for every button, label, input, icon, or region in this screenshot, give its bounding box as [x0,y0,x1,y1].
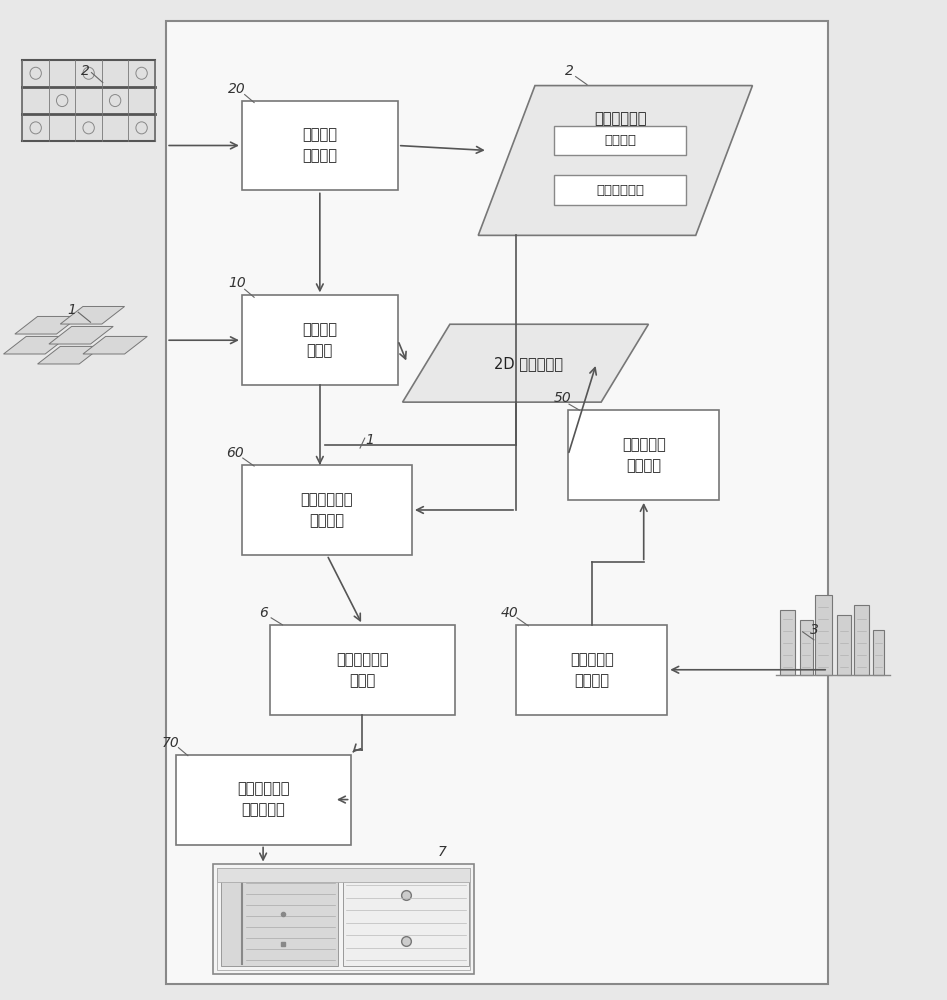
Text: 部件一览数据: 部件一览数据 [594,111,646,126]
FancyBboxPatch shape [217,868,470,882]
Polygon shape [402,324,649,402]
Text: 部件信息
处理步骤: 部件信息 处理步骤 [302,127,337,163]
Text: 2D 结构图数据: 2D 结构图数据 [493,356,563,371]
FancyBboxPatch shape [166,21,828,984]
Text: 倾斜部信息
抄取步骤: 倾斜部信息 抄取步骤 [570,652,614,688]
Polygon shape [83,336,148,354]
FancyBboxPatch shape [568,410,720,500]
FancyBboxPatch shape [814,595,831,675]
FancyBboxPatch shape [554,175,687,205]
Polygon shape [38,346,102,364]
Text: 70: 70 [162,736,180,750]
FancyBboxPatch shape [213,864,474,974]
FancyBboxPatch shape [799,620,813,675]
Text: 钉筋布置信息
处理步骤: 钉筋布置信息 处理步骤 [301,492,353,528]
FancyBboxPatch shape [270,625,455,715]
Text: 1: 1 [67,303,76,317]
Text: 7: 7 [438,845,447,859]
Text: 2: 2 [564,64,574,78]
FancyBboxPatch shape [780,610,795,675]
Text: 50: 50 [553,391,571,405]
Text: 鑉筋布置施工
图数据: 鑉筋布置施工 图数据 [336,652,388,688]
Text: 鑉筋布置施工
图生成步骤: 鑉筋布置施工 图生成步骤 [237,782,290,818]
Text: 60: 60 [226,446,244,460]
Text: 截面信息: 截面信息 [604,134,636,147]
FancyBboxPatch shape [241,101,398,190]
Text: 20: 20 [228,82,246,96]
FancyBboxPatch shape [241,465,412,555]
Text: 结构图处
理步骤: 结构图处 理步骤 [302,322,337,358]
FancyBboxPatch shape [221,872,338,966]
FancyBboxPatch shape [516,625,668,715]
FancyBboxPatch shape [23,60,154,141]
Text: 40: 40 [501,606,518,620]
Polygon shape [61,306,125,324]
Text: 2: 2 [81,64,90,78]
Text: 10: 10 [228,276,246,290]
Text: 倾斜部信息
匹配步骤: 倾斜部信息 匹配步骤 [622,437,666,473]
Polygon shape [4,336,68,354]
FancyBboxPatch shape [241,295,398,385]
FancyBboxPatch shape [853,605,868,675]
Text: 1: 1 [365,433,374,447]
Text: 钉筋布置信息: 钉筋布置信息 [596,184,644,197]
Polygon shape [478,86,753,235]
Text: 6: 6 [259,606,268,620]
FancyBboxPatch shape [554,126,687,155]
Polygon shape [49,326,114,344]
FancyBboxPatch shape [175,755,350,845]
Polygon shape [15,316,80,334]
FancyBboxPatch shape [343,872,469,966]
Text: 3: 3 [810,623,818,637]
FancyBboxPatch shape [837,615,851,675]
FancyBboxPatch shape [872,630,884,675]
